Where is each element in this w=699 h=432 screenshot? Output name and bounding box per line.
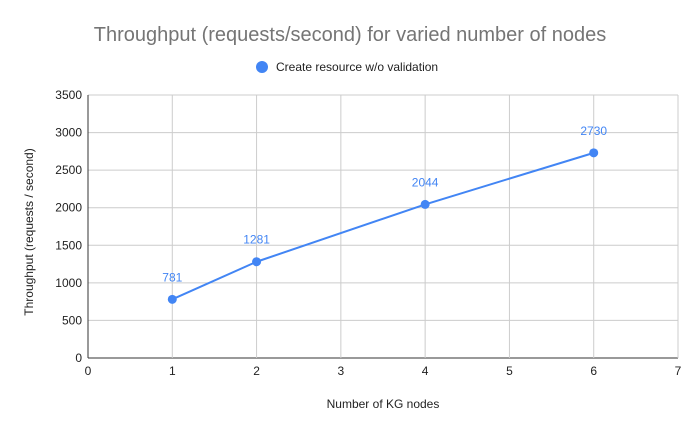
y-tick-label: 2000 [55, 201, 82, 215]
data-label: 781 [162, 270, 182, 284]
data-point [252, 257, 262, 267]
gridlines [87, 94, 679, 359]
legend-marker [256, 61, 268, 73]
y-tick-label: 1500 [55, 238, 82, 252]
data-labels: 781 1281 2044 2730 [162, 124, 607, 284]
series-create-resource [167, 148, 599, 304]
y-axis-ticks: 0 500 1000 1500 2000 2500 3000 3500 [55, 88, 82, 365]
x-axis-ticks: 0 1 2 3 4 5 6 7 [85, 364, 682, 378]
y-tick-label: 3500 [55, 88, 82, 102]
y-tick-label: 0 [75, 351, 82, 365]
x-tick-label: 0 [85, 364, 92, 378]
data-label: 2044 [412, 175, 439, 189]
x-tick-label: 1 [169, 364, 176, 378]
y-tick-label: 3000 [55, 126, 82, 140]
x-axis-label: Number of KG nodes [327, 397, 440, 411]
y-tick-label: 1000 [55, 276, 82, 290]
y-tick-label: 2500 [55, 163, 82, 177]
y-tick-label: 500 [62, 313, 82, 327]
legend: Create resource w/o validation [256, 60, 438, 74]
x-tick-label: 6 [590, 364, 597, 378]
data-point [589, 148, 599, 158]
x-tick-label: 5 [506, 364, 513, 378]
chart-title: Throughput (requests/second) for varied … [94, 24, 607, 46]
legend-label-create-resource: Create resource w/o validation [276, 60, 438, 74]
data-label: 2730 [580, 124, 607, 138]
x-tick-label: 2 [253, 364, 260, 378]
x-tick-label: 4 [422, 364, 429, 378]
data-label: 1281 [243, 233, 270, 247]
data-point [420, 199, 430, 209]
x-tick-label: 7 [675, 364, 682, 378]
y-axis-label: Throughput (requests / second) [22, 148, 36, 315]
data-point [167, 294, 177, 304]
x-tick-label: 3 [338, 364, 345, 378]
series-line [171, 151, 595, 301]
